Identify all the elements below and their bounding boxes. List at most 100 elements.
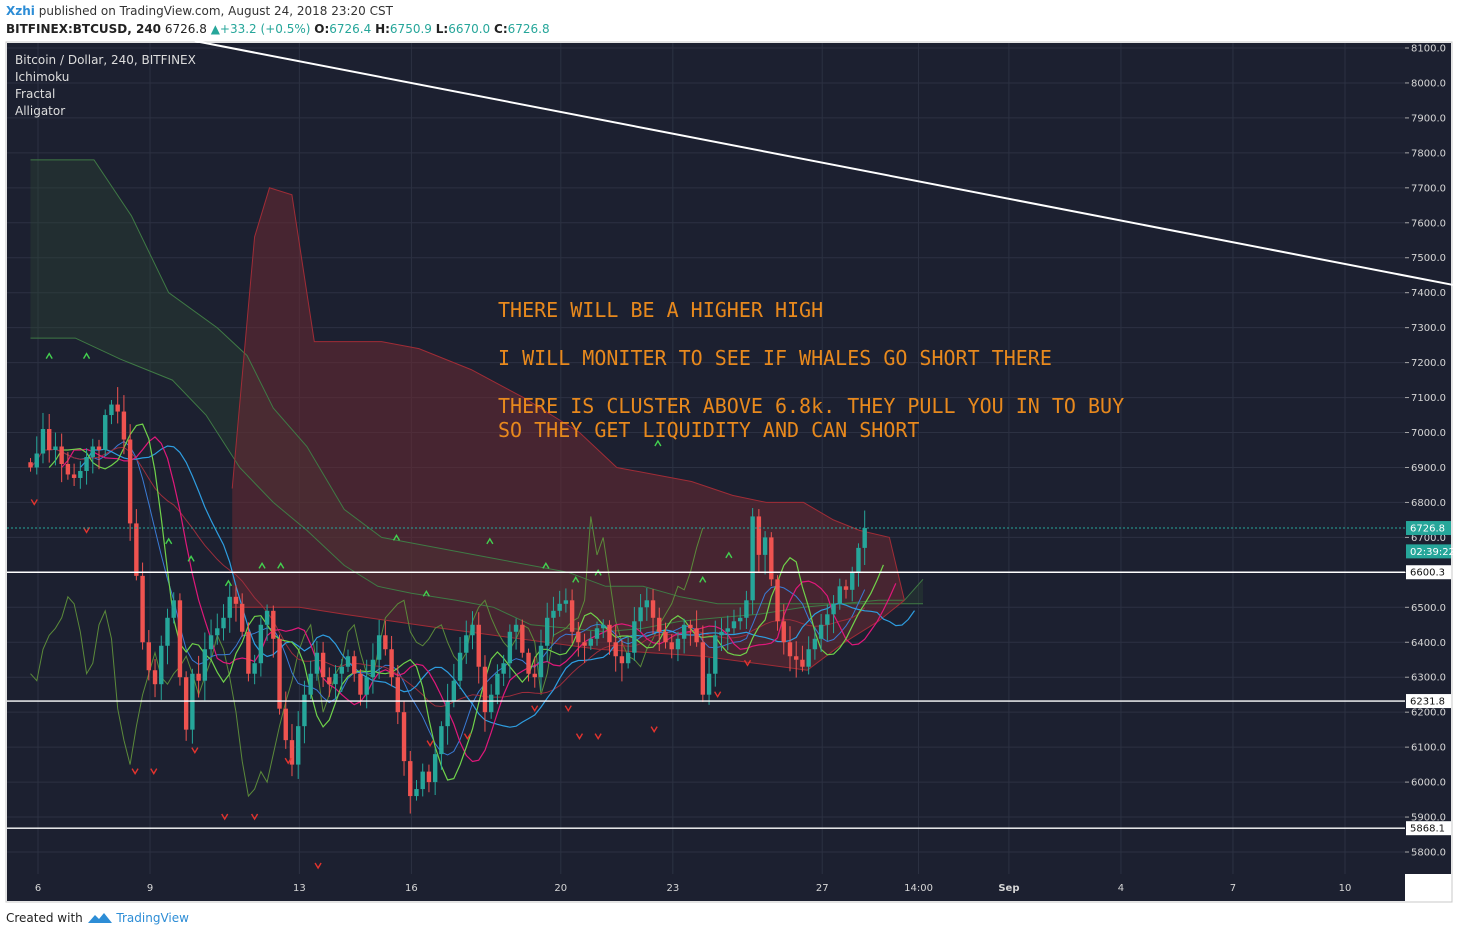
candle-body: [202, 649, 208, 681]
candle-body: [694, 628, 699, 643]
change-up-icon: ▲: [210, 22, 220, 36]
author-link[interactable]: Xzhi: [6, 4, 35, 18]
candle-body: [625, 652, 631, 664]
fractal-up-icon: [594, 568, 602, 576]
y-tick-label: 7700.0: [1411, 183, 1446, 194]
candle-body: [457, 652, 463, 681]
candle-body: [675, 638, 681, 650]
y-tick-label: 5900.0: [1411, 813, 1446, 824]
fractal-down-icon: [426, 740, 434, 747]
candle-body: [644, 600, 650, 608]
price-tag-label: 5868.1: [1410, 824, 1445, 835]
candle-body: [719, 631, 724, 636]
horizontal-levels: [7, 527, 1405, 829]
note-line-4: SO THEY GET LIQUIDITY AND CAN SHORT: [498, 418, 920, 442]
candle-body: [818, 624, 824, 639]
high-value: 6750.9: [389, 22, 432, 36]
candle-body: [713, 635, 718, 674]
alligator-jaw-line: [79, 445, 915, 728]
y-tick-label: 7600.0: [1411, 218, 1446, 229]
y-tick-label: 6700.0: [1411, 533, 1446, 544]
publish-text: published on TradingView.com, August 24,…: [38, 4, 393, 18]
candle-body: [127, 439, 133, 524]
fractal-down-icon: [82, 527, 91, 534]
candle-body: [233, 596, 239, 604]
y-tick-label: 7500.0: [1411, 253, 1446, 264]
candle-body: [507, 631, 513, 664]
candle-body: [78, 470, 83, 478]
legend-symbol[interactable]: Bitcoin / Dollar, 240, BITFINEX: [15, 53, 196, 67]
legend-ichimoku[interactable]: Ichimoku: [15, 70, 70, 84]
fractal-up-icon: [165, 537, 173, 545]
legend-alligator[interactable]: Alligator: [15, 104, 66, 118]
y-tick-label: 7800.0: [1411, 148, 1446, 159]
fractal-down-icon: [650, 726, 658, 734]
candle-body: [159, 645, 164, 685]
candles: [28, 387, 867, 814]
candle-body: [632, 621, 637, 653]
candle-body: [221, 617, 226, 629]
cloud-bull-fill: [30, 159, 923, 632]
candle-body: [650, 600, 656, 618]
fractal-down-icon: [714, 691, 722, 699]
plot-area[interactable]: [7, 43, 1405, 874]
candle-body: [594, 628, 600, 639]
candle-body: [146, 642, 152, 671]
candle-body: [34, 453, 39, 468]
candle-body: [737, 617, 743, 622]
candle-body: [850, 572, 855, 590]
candle-body: [345, 656, 351, 667]
candle-body: [464, 635, 469, 653]
legend-fractal[interactable]: Fractal: [15, 87, 56, 101]
candle-body: [476, 624, 481, 667]
candle-body: [781, 621, 786, 643]
fractal-down-icon: [531, 705, 539, 713]
candle-body: [731, 621, 737, 629]
price-tag-label: 6231.8: [1410, 697, 1445, 708]
candle-body: [445, 701, 450, 727]
alligator-teeth-line: [61, 436, 897, 763]
price-tag-label: 6726.8: [1410, 524, 1445, 535]
fractal-down-icon: [221, 813, 229, 821]
symbol-label[interactable]: BITFINEX:BTCUSD, 240: [6, 22, 162, 36]
candle-body: [482, 666, 488, 713]
fractal-markers: [30, 352, 752, 870]
candle-body: [470, 624, 475, 636]
candle-body: [769, 537, 774, 580]
x-tick-label: 13: [293, 883, 306, 894]
fractal-down-icon: [284, 757, 292, 765]
publish-info: Xzhi published on TradingView.com, Augus…: [6, 4, 393, 18]
candle-body: [756, 516, 762, 555]
candle-body: [762, 537, 768, 555]
candle-body: [576, 631, 581, 643]
candle-body: [439, 726, 444, 755]
candle-body: [414, 789, 419, 797]
y-tick-label: 7100.0: [1411, 393, 1446, 404]
candle-body: [725, 628, 730, 632]
candle-body: [787, 642, 793, 657]
candle-body: [289, 740, 295, 765]
candle-body: [109, 404, 114, 416]
candle-body: [333, 673, 338, 685]
candle-body: [451, 680, 457, 702]
candle-body: [794, 656, 799, 660]
alligator-lips-line: [48, 423, 884, 781]
candle-body: [395, 677, 401, 713]
price-axis[interactable]: [1405, 43, 1451, 874]
tradingview-logo-icon[interactable]: [87, 910, 113, 924]
fractal-up-icon: [45, 352, 53, 359]
y-tick-label: 7400.0: [1411, 288, 1446, 299]
x-tick-label: 27: [816, 883, 829, 894]
candle-body: [103, 415, 108, 450]
candle-body: [84, 456, 89, 471]
candle-body: [115, 404, 120, 412]
candle-body: [283, 708, 288, 741]
candle-body: [208, 635, 214, 650]
footer-brand-link[interactable]: TradingView: [116, 911, 189, 925]
candle-body: [171, 600, 176, 618]
y-tick-label: 6800.0: [1411, 498, 1446, 509]
time-axis[interactable]: [7, 874, 1405, 901]
candle-body: [582, 642, 587, 646]
candle-body: [408, 761, 413, 797]
